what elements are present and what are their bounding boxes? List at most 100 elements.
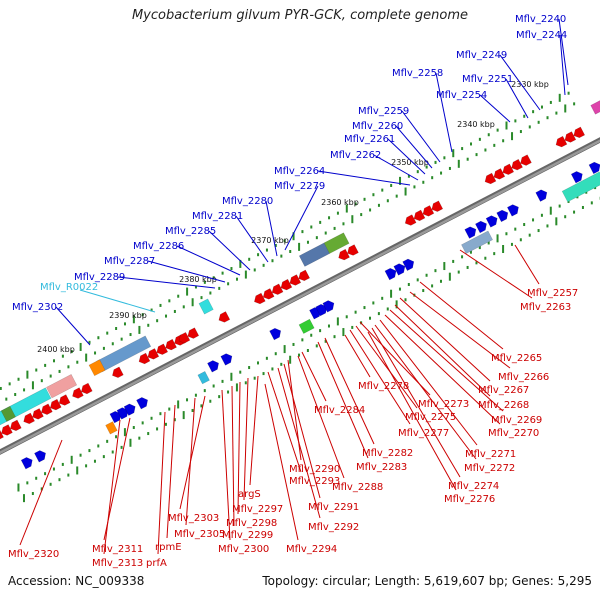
tick-mark xyxy=(377,203,380,207)
tick-mark xyxy=(70,350,73,354)
tick-mark xyxy=(416,170,419,174)
reverse-gene-arrow xyxy=(32,408,44,420)
scale-label: 2350 kbp xyxy=(391,158,429,167)
reverse-gene-arrow xyxy=(422,205,435,217)
reverse-leader-line xyxy=(283,363,321,499)
tick-mark xyxy=(342,222,345,226)
label-leader-lines xyxy=(19,18,569,555)
reverse-gene-arrow xyxy=(493,168,506,180)
reverse-gene-label: Mflv_2266 xyxy=(498,372,549,383)
tick-mark xyxy=(257,253,260,257)
reverse-gene-arrow xyxy=(1,424,13,436)
tick-mark xyxy=(443,262,446,271)
reverse-gene-arrow xyxy=(573,126,586,139)
tick-mark xyxy=(416,278,419,282)
tick-mark xyxy=(537,229,540,233)
tick-mark xyxy=(85,353,88,362)
tick-mark xyxy=(14,393,17,397)
tick-mark xyxy=(306,240,309,244)
reverse-leader-line xyxy=(394,304,491,397)
tick-mark xyxy=(372,301,375,305)
tick-mark xyxy=(218,395,221,399)
tick-mark xyxy=(221,271,224,275)
reverse-gene-arrow xyxy=(564,131,577,143)
reverse-gene-arrow xyxy=(165,338,177,351)
tick-mark xyxy=(422,289,425,293)
reverse-gene-label: rpmE xyxy=(155,542,182,553)
forward-gene-arrow xyxy=(570,171,583,184)
forward-gene-label: Mflv_2249 xyxy=(456,50,507,61)
tick-mark xyxy=(475,261,478,265)
reverse-leader-line xyxy=(243,377,249,501)
tick-mark xyxy=(186,287,189,296)
reverse-gene-label: Mflv_2284 xyxy=(314,405,365,416)
tick-mark xyxy=(8,382,11,386)
reverse-gene-arrow xyxy=(81,382,93,395)
forward-gene-label: Mflv_2251 xyxy=(462,74,513,85)
reverse-gene-arrow xyxy=(178,331,191,344)
reverse-gene-arrow xyxy=(564,131,577,143)
tick-mark xyxy=(58,478,61,482)
tick-mark xyxy=(478,137,481,141)
rna-leader-line xyxy=(79,289,156,313)
forward-leader-line xyxy=(559,34,566,96)
tick-mark xyxy=(186,398,189,402)
reverse-gene-arrow xyxy=(10,419,22,431)
tick-mark xyxy=(319,329,322,333)
forward-gene-label: Mflv_2262 xyxy=(330,150,381,161)
tick-mark xyxy=(156,427,159,431)
tick-mark xyxy=(150,308,153,312)
tick-mark xyxy=(475,153,478,157)
feature-block xyxy=(88,359,106,377)
tick-mark xyxy=(120,445,123,449)
tick-mark xyxy=(369,316,372,320)
tick-mark xyxy=(377,312,380,316)
scale-label: 2400 kbp xyxy=(37,345,75,354)
reverse-leader-line xyxy=(359,321,431,396)
tick-mark xyxy=(85,464,88,468)
forward-gene-label: Mflv_2259 xyxy=(358,106,409,117)
tick-mark xyxy=(253,268,256,272)
reverse-leader-line xyxy=(221,389,231,541)
reverse-gene-arrow xyxy=(289,274,302,286)
tick-mark xyxy=(280,254,283,258)
tick-mark xyxy=(35,476,38,480)
reverse-gene-arrow xyxy=(72,387,84,399)
tick-mark xyxy=(298,353,301,357)
tick-mark xyxy=(141,313,144,317)
tick-mark xyxy=(342,328,345,337)
reverse-gene-arrow xyxy=(502,163,515,175)
reverse-gene-label: Mflv_2305 xyxy=(174,529,225,540)
tick-mark xyxy=(581,205,584,209)
tick-mark xyxy=(221,379,224,383)
tick-mark xyxy=(395,300,398,309)
reverse-gene-arrow xyxy=(511,158,523,171)
reverse-gene-arrow xyxy=(431,200,444,212)
tick-mark xyxy=(310,333,313,337)
reverse-gene-label: Mflv_2273 xyxy=(418,399,469,410)
tick-mark xyxy=(434,269,437,273)
tick-mark xyxy=(271,367,274,371)
forward-leader-line xyxy=(55,306,91,346)
reverse-gene-label: Mflv_2267 xyxy=(478,385,529,396)
forward-leader-line xyxy=(117,276,216,289)
tick-mark xyxy=(505,232,508,236)
tick-mark xyxy=(274,243,277,247)
forward-gene-arrow xyxy=(20,457,33,470)
gene-labels: Mflv_2240 Mflv_2244 Mflv_2249 Mflv_2251 Mflv… xyxy=(8,14,578,569)
tick-mark xyxy=(292,232,295,241)
forward-leader-line xyxy=(435,72,453,153)
forward-gene-arrow xyxy=(485,215,498,228)
reverse-gene-arrow xyxy=(347,244,359,256)
tick-mark xyxy=(227,390,230,394)
tick-mark xyxy=(182,305,185,309)
reverse-leader-line xyxy=(514,244,540,285)
reverse-gene-arrow xyxy=(262,288,275,300)
forward-gene-arrow xyxy=(269,327,282,341)
forward-leader-line xyxy=(395,125,433,169)
feature-block xyxy=(0,405,16,422)
tick-mark xyxy=(52,467,55,471)
tick-mark xyxy=(496,234,499,243)
tick-mark xyxy=(97,444,100,448)
tick-mark xyxy=(502,139,505,143)
